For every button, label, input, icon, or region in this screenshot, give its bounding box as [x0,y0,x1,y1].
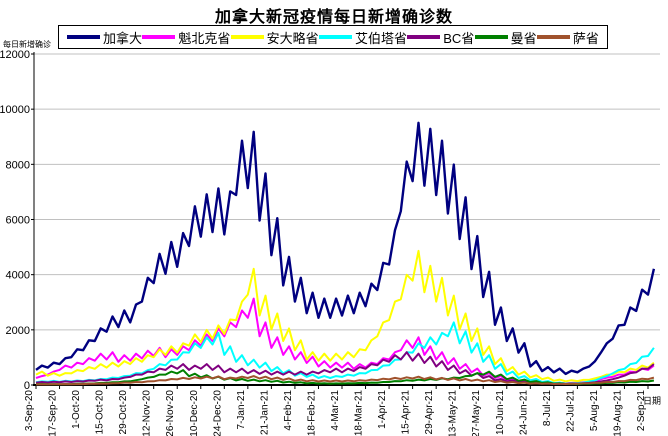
legend-label-canada: 加拿大 [103,30,143,46]
x-tick-label: 12-Nov-20 [142,390,153,436]
series-line-alberta [35,321,655,385]
y-tick-label: 6000 [6,215,30,227]
chart-legend: 加拿大 魁北克省 安大略省 艾伯塔省 BC省 曼省 萨省 [58,25,608,49]
y-tick-label: 8000 [6,159,30,171]
x-tick-label: 18-Feb-21 [306,390,317,436]
x-tick-label: 7-Jan-21 [236,390,247,430]
legend-label-ontario: 安大略省 [266,30,319,46]
x-tick-label: 29-Oct-20 [118,390,129,435]
x-tick-label: 4-Mar-21 [330,390,341,431]
legend-item-manitoba: 曼省 [474,28,537,47]
x-tick-label: 27-May-21 [471,390,482,436]
legend-swatch-manitoba [474,35,508,39]
x-tick-label: 10-Jun-21 [495,390,506,435]
x-axis-title: 日期 [643,396,662,406]
legend-item-bc: BC省 [407,28,474,47]
x-tick-label: 5-Aug-21 [589,390,600,432]
x-tick-label: 10-Dec-20 [189,390,200,436]
legend-swatch-quebec [142,35,176,39]
legend-label-manitoba: 曼省 [510,30,537,46]
y-tick-label: 2000 [6,325,30,337]
legend-label-bc: BC省 [443,30,475,46]
legend-swatch-ontario [230,35,264,39]
x-tick-label: 1-Oct-20 [71,390,82,429]
x-tick-label: 17-Sep-20 [48,390,59,436]
x-tick-label: 15-Oct-20 [95,390,106,435]
legend-label-saskatchewan: 萨省 [572,30,599,46]
x-tick-label: 1-Apr-21 [377,390,388,429]
legend-item-alberta: 艾伯塔省 [318,28,407,47]
legend-label-alberta: 艾伯塔省 [354,30,407,46]
chart-title: 加拿大新冠疫情每日新增确诊数 [214,9,453,26]
legend-item-saskatchewan: 萨省 [536,28,599,47]
x-tick-label: 2-Sep-21 [636,390,647,432]
x-tick-label: 4-Feb-21 [283,390,294,431]
y-tick-label: 10000 [0,104,30,116]
x-tick-label: 24-Dec-20 [212,390,223,436]
legend-item-canada: 加拿大 [67,28,142,47]
legend-label-quebec: 魁北克省 [178,30,231,46]
y-tick-label: 12000 [0,49,30,61]
x-tick-label: 15-Apr-21 [401,390,412,435]
x-tick-label: 22-Jul-21 [565,390,576,432]
y-tick-label: 4000 [6,270,30,282]
series-line-canada [35,121,656,376]
y-tick-label: 0 [24,380,30,392]
legend-item-quebec: 魁北克省 [142,28,230,47]
x-tick-label: 29-Apr-21 [424,390,435,435]
legend-swatch-bc [407,35,441,39]
x-tick-label: 13-May-21 [448,390,459,436]
series-line-ontario [35,249,655,383]
legend-swatch-canada [67,35,100,39]
x-tick-label: 3-Sep-20 [24,390,35,432]
series-line-saskatchewan [35,375,655,386]
x-tick-label: 21-Jan-21 [259,390,270,435]
legend-item-ontario: 安大略省 [230,28,319,47]
legend-swatch-saskatchewan [536,35,570,39]
x-tick-label: 24-Jun-21 [518,390,529,435]
legend-swatch-alberta [318,35,352,39]
x-tick-label: 19-Aug-21 [612,390,623,436]
x-tick-label: 18-Mar-21 [354,390,365,436]
x-tick-label: 26-Nov-20 [165,390,176,436]
y-axis-title: 每日新增确诊 [3,40,51,49]
x-tick-label: 8-Jul-21 [542,390,553,427]
